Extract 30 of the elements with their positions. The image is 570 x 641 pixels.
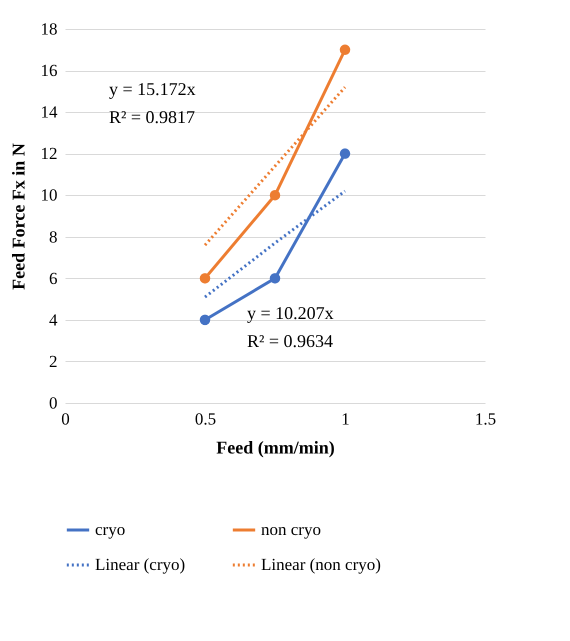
y-tick-label: 16 [40, 61, 58, 80]
x-axis-title: Feed (mm/min) [216, 438, 335, 458]
y-tick-label: 2 [49, 352, 58, 371]
point [200, 314, 210, 326]
legend-label: non cryo [261, 520, 321, 539]
y-tick-label: 14 [40, 102, 58, 122]
y-axis-title: Feed Force Fx in N [8, 143, 28, 290]
y-tick-label: 4 [49, 310, 58, 330]
y-tick-label: 6 [49, 268, 58, 288]
annotation: R² = 0.9634 [247, 331, 334, 351]
point [340, 148, 350, 159]
y-tick-label: 10 [40, 186, 58, 205]
x-tick-label: 1.5 [474, 410, 496, 428]
annotation: y = 10.207x [247, 303, 334, 323]
point [340, 44, 350, 56]
y-tick-label: 8 [49, 227, 58, 246]
y-tick-label: 12 [40, 144, 58, 164]
point [270, 190, 280, 200]
x-tick-label: 1 [341, 410, 350, 428]
legend-label: Linear (cryo) [95, 555, 186, 574]
y-tick-label: 0 [49, 394, 58, 412]
annotation: y = 15.172x [109, 79, 196, 99]
legend-label: cryo [95, 520, 126, 539]
x-tick-label: 0 [61, 410, 70, 428]
x-tick-label: 0.5 [194, 410, 216, 428]
legend-label: Linear (non cryo) [261, 555, 381, 574]
annotation: R² = 0.9817 [109, 107, 196, 127]
y-tick-label: 18 [40, 20, 58, 38]
point [270, 273, 280, 284]
point [200, 273, 210, 284]
